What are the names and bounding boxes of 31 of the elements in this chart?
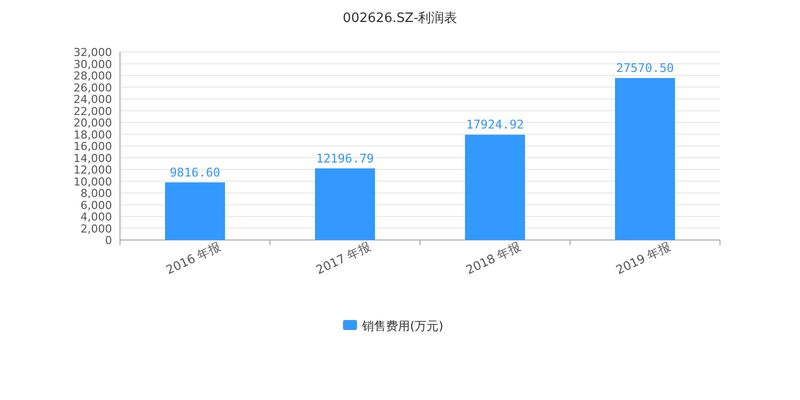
legend-label: 销售费用(万元): [361, 319, 444, 333]
x-tick-label: 2019 年报: [614, 240, 673, 278]
y-tick-label: 12,000: [74, 164, 112, 176]
bar: [165, 182, 225, 240]
data-label: 17924.92: [466, 118, 524, 132]
x-tick-label: 2016 年报: [164, 240, 223, 278]
y-tick-label: 2,000: [80, 222, 112, 236]
chart-title: 002626.SZ-利润表: [342, 11, 458, 26]
y-tick-label: 30,000: [74, 58, 112, 71]
bar: [465, 134, 525, 240]
y-tick-label: 22,000: [74, 104, 112, 118]
data-label: 12196.79: [316, 151, 374, 166]
y-tick-label: 6,000: [80, 198, 112, 212]
y-tick-label: 28,000: [74, 70, 112, 82]
x-tick-label: 2018 年报: [464, 240, 523, 278]
data-label: 9816.60: [170, 165, 220, 180]
y-tick-label: 24,000: [74, 93, 112, 106]
y-tick-label: 4,000: [80, 210, 112, 224]
y-tick-label: 14,000: [74, 152, 112, 165]
y-tick-label: 32,000: [74, 46, 112, 59]
bar: [615, 78, 675, 240]
y-tick-label: 0: [105, 234, 112, 247]
y-tick-label: 16,000: [74, 140, 112, 153]
bar: [315, 168, 375, 240]
y-tick-label: 20,000: [74, 116, 112, 130]
y-tick-label: 8,000: [80, 187, 112, 200]
data-label: 27570.50: [616, 61, 674, 76]
y-tick-label: 10,000: [74, 175, 112, 188]
x-tick-label: 2017 年报: [314, 240, 373, 278]
y-tick-label: 26,000: [74, 81, 112, 94]
y-tick-label: 18,000: [74, 128, 112, 142]
